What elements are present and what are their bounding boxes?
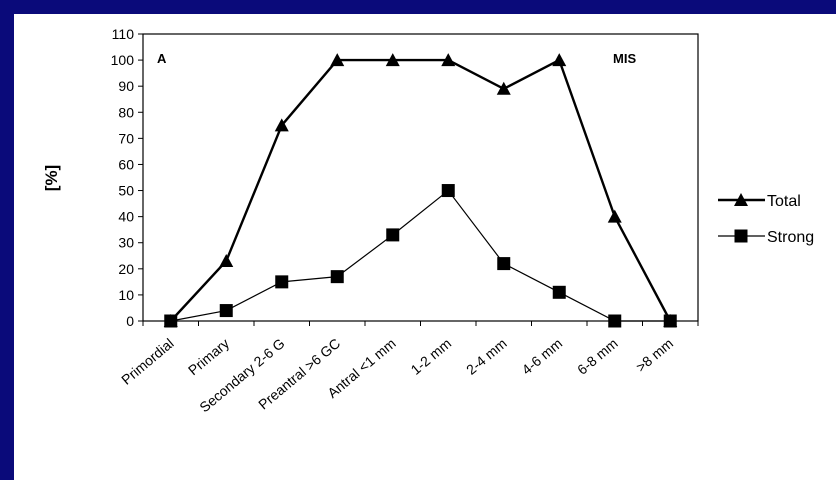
panel-label: A <box>157 51 167 66</box>
legend-item-total: Total <box>718 193 801 210</box>
y-tick-label: 80 <box>118 104 134 120</box>
x-tick-label: 2-4 mm <box>463 335 510 378</box>
y-axis-title: [%] <box>42 165 61 191</box>
triangle-marker <box>274 118 289 132</box>
triangle-marker <box>441 53 456 67</box>
series-total <box>163 53 678 327</box>
square-marker <box>164 314 178 328</box>
square-marker <box>441 184 455 198</box>
x-tick-label: 6-8 mm <box>574 335 621 378</box>
triangle-marker <box>607 209 622 223</box>
x-tick-label: Primary <box>185 335 232 378</box>
square-marker <box>386 228 400 242</box>
y-tick-label: 110 <box>112 26 135 42</box>
triangle-marker <box>552 53 567 67</box>
y-tick-label: 70 <box>118 130 134 146</box>
series-line-total <box>169 58 672 322</box>
square-marker <box>663 314 677 328</box>
y-tick-label: 30 <box>118 235 134 251</box>
y-tick-label: 90 <box>118 78 134 94</box>
x-tick-label: 4-6 mm <box>519 335 566 378</box>
triangle-marker <box>330 53 345 67</box>
square-marker <box>497 257 511 271</box>
y-tick-label: 50 <box>118 183 134 199</box>
square-marker <box>219 304 233 318</box>
legend: Total Strong <box>718 193 814 246</box>
square-marker <box>275 275 289 289</box>
legend-square-marker <box>734 229 748 243</box>
y-tick-label: 20 <box>118 261 134 277</box>
y-tick-label: 100 <box>111 52 135 68</box>
series-strong <box>164 184 677 328</box>
x-tick-label: >8 mm <box>633 335 676 375</box>
chart-panel <box>14 14 836 480</box>
y-tick-label: 10 <box>118 287 134 303</box>
x-tick-label: 1-2 mm <box>408 335 455 378</box>
y-tick-label: 0 <box>126 313 134 329</box>
y-tick-label: 40 <box>118 209 134 225</box>
triangle-marker <box>385 53 400 67</box>
triangle-marker <box>219 253 234 267</box>
square-marker <box>608 314 622 328</box>
legend-triangle-marker <box>734 193 748 206</box>
legend-label: Strong <box>767 229 814 246</box>
corner-label: MIS <box>613 51 636 66</box>
legend-label: Total <box>767 193 801 210</box>
legend-item-strong: Strong <box>718 229 814 246</box>
plot-area-frame <box>142 33 699 322</box>
triangle-marker <box>496 81 511 95</box>
series-line-strong <box>170 189 671 322</box>
x-tick-label: Primordial <box>118 335 177 388</box>
square-marker <box>552 285 566 299</box>
y-tick-label: 60 <box>118 156 134 172</box>
square-marker <box>330 270 344 284</box>
